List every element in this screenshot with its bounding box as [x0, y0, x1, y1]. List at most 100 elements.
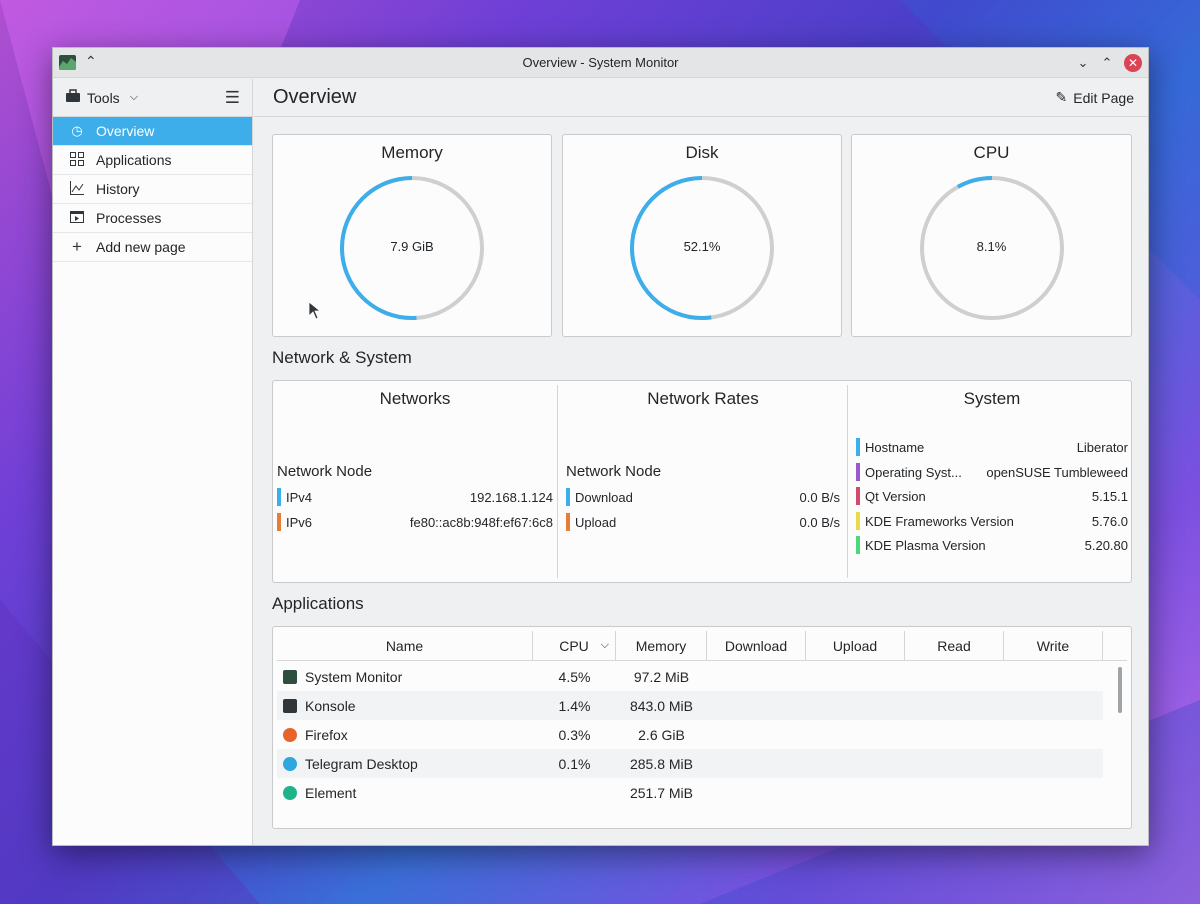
row-value: 0.0 B/s — [799, 514, 840, 530]
table-row[interactable]: Element 251.7 MiB — [277, 778, 1103, 807]
pencil-icon: ✎ — [1055, 89, 1068, 105]
row-key: Download — [575, 489, 633, 505]
column-header-download[interactable]: Download — [707, 631, 806, 660]
gauge-arc — [919, 176, 1064, 320]
app-name: Element — [305, 784, 357, 801]
row-key: Hostname — [865, 439, 925, 455]
app-name: Firefox — [305, 726, 348, 743]
card-title: CPU — [973, 143, 1010, 162]
page-title: Overview — [273, 86, 357, 108]
legend-swatch — [856, 512, 860, 530]
legend-swatch — [856, 536, 860, 554]
hamburger-menu-icon[interactable]: ☰ — [224, 88, 240, 107]
sidebar-item-label: Add new page — [96, 239, 186, 255]
maximize-button[interactable]: ⌃ — [1101, 55, 1113, 70]
toolbox-icon — [65, 89, 81, 106]
system-column: System Hostname Liberator Operating Syst… — [852, 381, 1132, 582]
kde-plasma-row: KDE Plasma Version 5.20.80 — [856, 535, 1128, 555]
column-header-upload[interactable]: Upload — [806, 631, 905, 660]
row-key: Upload — [575, 514, 617, 530]
firefox-icon — [283, 727, 297, 742]
tools-label: Tools — [87, 89, 120, 106]
sidebar-item-processes[interactable]: Processes — [53, 204, 252, 233]
sidebar-item-add-new-page[interactable]: + Add new page — [53, 233, 252, 262]
keep-above-icon[interactable]: ⌃ — [85, 53, 97, 69]
row-key: KDE Plasma Version — [865, 537, 986, 553]
sidebar-item-label: Overview — [96, 123, 155, 139]
row-key: KDE Frameworks Version — [865, 513, 1014, 529]
close-button[interactable]: ✕ — [1124, 54, 1142, 72]
column-header-write[interactable]: Write — [1004, 631, 1103, 660]
chevron-down-icon: ⌵ — [129, 91, 139, 103]
cpu-cell: 0.3% — [558, 726, 591, 743]
cpu-cell: 0.1% — [558, 755, 591, 772]
row-value: 5.76.0 — [1091, 513, 1128, 529]
row-value: 192.168.1.124 — [469, 489, 553, 505]
legend-swatch — [277, 488, 281, 506]
main-content: Overview ✎ Edit Page Memory 7.9 GiB Disk — [254, 79, 1148, 845]
sidebar-item-history[interactable]: History — [53, 175, 252, 204]
sort-descending-icon: ⌵ — [600, 639, 609, 651]
chart-icon — [68, 180, 86, 198]
sidebar-item-overview[interactable]: ◷ Overview — [53, 117, 252, 146]
sidebar-item-label: History — [96, 181, 140, 197]
column-header-name[interactable]: Name — [277, 631, 533, 660]
card-title: Memory — [381, 143, 443, 162]
sidebar-toolbar: Tools ⌵ ☰ — [53, 79, 252, 117]
ipv6-row: IPv6 fe80::ac8b:948f:ef67:6c8 — [277, 512, 553, 532]
legend-swatch — [566, 488, 570, 506]
terminal-icon — [283, 698, 297, 713]
network-node-label: Network Node — [566, 463, 662, 480]
memory-cell: 251.7 MiB — [629, 784, 694, 801]
app-name: System Monitor — [305, 668, 403, 685]
legend-swatch — [856, 463, 860, 481]
applications-table: Name CPU ⌵ Memory Download Upload Read W… — [272, 626, 1132, 829]
sidebar-item-applications[interactable]: Applications — [53, 146, 252, 175]
gauge-arc — [340, 176, 484, 320]
overview-icon: ◷ — [71, 123, 83, 138]
app-name: Telegram Desktop — [305, 755, 418, 772]
gauge-arc — [630, 176, 774, 320]
legend-swatch — [277, 513, 281, 531]
edit-page-button[interactable]: ✎ Edit Page — [1056, 89, 1134, 106]
memory-cell: 2.6 GiB — [638, 726, 685, 743]
vertical-scrollbar[interactable] — [1118, 667, 1122, 713]
edit-page-label: Edit Page — [1073, 89, 1134, 106]
process-icon — [68, 210, 86, 226]
networks-column: Networks Network Node IPv4 192.168.1.124… — [273, 381, 557, 582]
row-key: Qt Version — [865, 488, 926, 504]
memory-cell: 97.2 MiB — [633, 668, 690, 685]
legend-swatch — [856, 487, 860, 505]
tools-menu-button[interactable]: Tools ⌵ — [65, 89, 138, 106]
memory-cell: 843.0 MiB — [629, 697, 694, 714]
system-monitor-window: ⌃ Overview - System Monitor ⌄ ⌃ ✕ Tools … — [52, 47, 1149, 846]
legend-swatch — [856, 438, 860, 456]
disk-card: Disk 52.1% — [562, 134, 842, 337]
column-header-memory[interactable]: Memory — [616, 631, 707, 660]
table-row[interactable]: Firefox 0.3% 2.6 GiB — [277, 720, 1103, 749]
network-rates-column: Network Rates Network Node Download 0.0 … — [562, 381, 844, 582]
telegram-icon — [283, 756, 297, 771]
system-title: System — [963, 389, 1021, 408]
system-monitor-icon — [59, 55, 76, 70]
cpu-cell: 1.4% — [558, 697, 591, 714]
column-header-cpu[interactable]: CPU ⌵ — [533, 631, 616, 660]
network-rates-title: Network Rates — [647, 389, 759, 408]
row-value: fe80::ac8b:948f:ef67:6c8 — [409, 514, 553, 530]
table-row[interactable]: Konsole 1.4% 843.0 MiB — [277, 691, 1103, 720]
card-title: Disk — [685, 143, 719, 162]
minimize-button[interactable]: ⌄ — [1077, 55, 1089, 70]
networks-title: Networks — [379, 389, 451, 408]
table-row[interactable]: Telegram Desktop 0.1% 285.8 MiB — [277, 749, 1103, 778]
sidebar-item-label: Applications — [96, 152, 172, 168]
table-header: Name CPU ⌵ Memory Download Upload Read W… — [277, 631, 1127, 661]
column-header-read[interactable]: Read — [905, 631, 1004, 660]
os-row: Operating Syst... openSUSE Tumbleweed — [856, 462, 1128, 482]
system-monitor-icon — [283, 669, 297, 684]
table-row[interactable]: System Monitor 4.5% 97.2 MiB — [277, 662, 1103, 691]
plus-icon: + — [72, 237, 82, 256]
row-value: openSUSE Tumbleweed — [986, 464, 1128, 480]
network-system-heading: Network & System — [272, 348, 412, 367]
row-key: IPv6 — [286, 514, 313, 530]
network-system-card: Networks Network Node IPv4 192.168.1.124… — [272, 380, 1132, 583]
